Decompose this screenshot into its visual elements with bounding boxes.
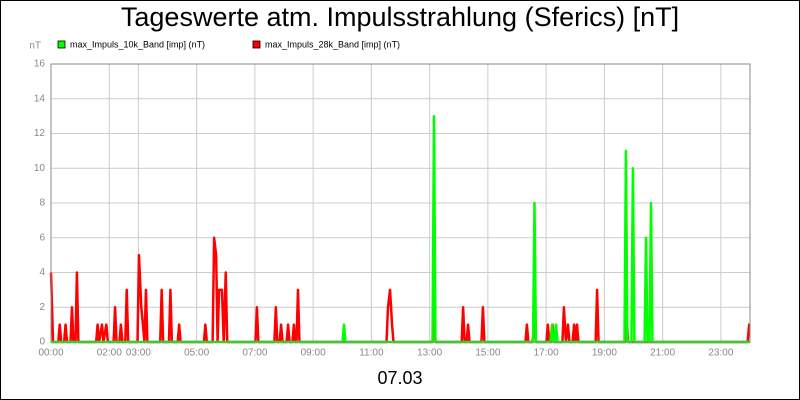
x-tick-label: 21:00 <box>650 348 675 359</box>
legend-label: max_Impuls_28k_Band [imp] (nT) <box>265 39 400 49</box>
x-tick-label: 03:00 <box>126 348 151 359</box>
x-tick-label: 02:00 <box>97 348 122 359</box>
x-tick-label: 13:00 <box>417 348 442 359</box>
legend: max_Impuls_10k_Band [imp] (nT) max_Impuls… <box>57 39 400 49</box>
plot-border <box>50 63 751 343</box>
x-tick-label: 05:00 <box>184 348 209 359</box>
legend-swatch <box>252 40 261 49</box>
y-axis-label: nT <box>29 41 41 52</box>
x-tick-label: 19:00 <box>592 348 617 359</box>
x-tick-label: 11:00 <box>359 348 384 359</box>
x-tick-label: 17:00 <box>534 348 559 359</box>
legend-label: max_Impuls_10k_Band [imp] (nT) <box>70 39 205 49</box>
y-tick-label: 14 <box>34 93 46 104</box>
x-tick-label: 15:00 <box>475 348 500 359</box>
data-line <box>51 114 750 344</box>
x-tick-label: 00:00 <box>38 348 63 359</box>
y-tick-label: 8 <box>39 198 45 209</box>
x-tick-label: 23:00 <box>708 348 733 359</box>
chart-title: Tageswerte atm. Impulsstrahlung (Sferics… <box>121 2 679 32</box>
x-axis-label: 07.03 <box>377 368 422 388</box>
y-tick-label: 12 <box>34 128 46 139</box>
y-tick-label: 4 <box>39 267 45 278</box>
x-tick-label: 09:00 <box>301 348 326 359</box>
x-tick-label: 07:00 <box>242 348 267 359</box>
y-tick-label: 10 <box>34 163 46 174</box>
y-tick-label: 16 <box>34 59 46 70</box>
y-tick-label: 2 <box>39 302 45 313</box>
y-tick-label: 6 <box>39 232 45 243</box>
legend-swatch <box>57 40 66 49</box>
y-tick-label: 0 <box>39 337 45 348</box>
